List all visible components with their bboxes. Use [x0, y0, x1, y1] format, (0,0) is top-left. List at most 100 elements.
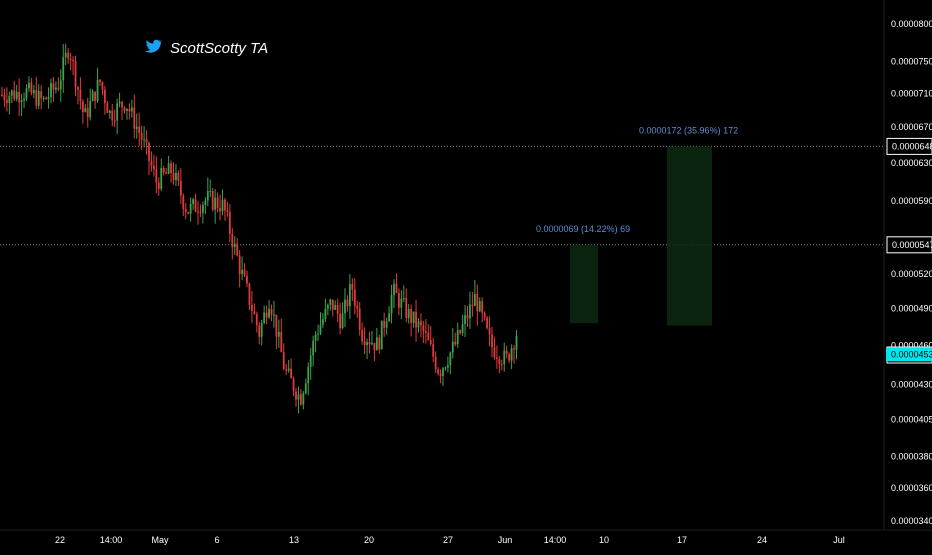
candle-body[interactable] [353, 289, 356, 306]
candle-body[interactable] [317, 333, 319, 335]
candle-body[interactable] [20, 100, 23, 102]
candle-body[interactable] [189, 203, 192, 214]
candle-body[interactable] [349, 284, 351, 307]
candle-body[interactable] [248, 283, 251, 305]
candle-body[interactable] [89, 100, 92, 118]
candle-body[interactable] [344, 299, 346, 314]
candle-body[interactable] [319, 324, 322, 334]
candle-body[interactable] [322, 319, 324, 325]
candle-body[interactable] [47, 97, 50, 100]
candle-body[interactable] [175, 172, 177, 181]
candle-body[interactable] [371, 342, 373, 345]
candle-body[interactable] [1, 94, 3, 96]
candle-body[interactable] [273, 314, 275, 316]
candle-body[interactable] [380, 320, 383, 350]
candle-body[interactable] [481, 301, 484, 313]
candle-body[interactable] [385, 321, 388, 328]
candle-body[interactable] [221, 199, 224, 212]
candle-body[interactable] [251, 304, 253, 312]
candle-body[interactable] [170, 163, 172, 173]
candle-body[interactable] [393, 283, 395, 296]
candle-body[interactable] [37, 90, 40, 106]
candle-body[interactable] [86, 108, 89, 118]
candle-body[interactable] [444, 367, 447, 369]
candle-body[interactable] [280, 331, 283, 353]
candle-body[interactable] [312, 340, 315, 356]
candle-body[interactable] [295, 391, 297, 400]
candle-body[interactable] [18, 91, 21, 102]
candle-body[interactable] [361, 330, 364, 342]
candle-body[interactable] [253, 311, 256, 314]
candle-body[interactable] [8, 95, 11, 103]
candle-body[interactable] [99, 79, 101, 83]
candle-body[interactable] [513, 348, 515, 350]
candle-body[interactable] [199, 212, 202, 214]
candle-body[interactable] [498, 359, 501, 365]
candle-body[interactable] [496, 357, 498, 360]
candle-body[interactable] [153, 165, 155, 170]
candle-body[interactable] [456, 330, 459, 345]
candle-body[interactable] [515, 335, 518, 350]
candle-body[interactable] [167, 163, 170, 174]
candle-body[interactable] [439, 373, 442, 376]
candle-body[interactable] [123, 107, 126, 111]
candle-body[interactable] [59, 80, 62, 90]
candle-body[interactable] [84, 108, 87, 113]
candle-body[interactable] [135, 126, 138, 129]
candle-body[interactable] [368, 342, 371, 345]
candle-body[interactable] [424, 331, 427, 333]
candle-body[interactable] [184, 208, 187, 213]
candles[interactable] [1, 43, 518, 414]
candle-body[interactable] [363, 341, 366, 346]
candle-body[interactable] [126, 108, 128, 111]
candle-body[interactable] [390, 295, 393, 314]
candle-body[interactable] [25, 88, 28, 99]
candle-body[interactable] [437, 369, 439, 374]
candle-body[interactable] [395, 283, 398, 294]
candle-body[interactable] [300, 394, 302, 405]
candle-body[interactable] [121, 101, 123, 108]
candle-body[interactable] [486, 317, 488, 328]
candle-body[interactable] [263, 312, 266, 323]
candle-body[interactable] [91, 91, 94, 101]
candle-body[interactable] [427, 332, 430, 341]
candle-body[interactable] [493, 347, 496, 358]
candle-body[interactable] [292, 378, 295, 392]
price-axis[interactable]: 0.0000800 0.0000750 0.0000710 0.0000670 0.00… [883, 0, 932, 530]
candle-body[interactable] [111, 110, 114, 121]
candle-body[interactable] [297, 394, 300, 400]
candle-body[interactable] [55, 87, 57, 90]
candle-body[interactable] [329, 299, 332, 305]
candle-body[interactable] [6, 99, 8, 103]
candle-body[interactable] [10, 90, 13, 96]
candle-body[interactable] [429, 340, 432, 345]
candle-body[interactable] [307, 366, 310, 384]
candle-body[interactable] [304, 383, 307, 394]
candle-body[interactable] [197, 211, 199, 213]
candle-body[interactable] [148, 142, 150, 161]
candle-body[interactable] [469, 304, 471, 319]
candle-body[interactable] [209, 190, 212, 192]
candle-body[interactable] [236, 243, 239, 256]
candle-body[interactable] [145, 139, 148, 143]
candle-body[interactable] [373, 342, 376, 351]
candle-body[interactable] [69, 58, 72, 61]
candle-body[interactable] [192, 199, 194, 204]
candle-body[interactable] [454, 341, 457, 345]
candle-body[interactable] [285, 369, 288, 371]
candle-body[interactable] [491, 334, 493, 348]
candle-body[interactable] [405, 298, 408, 318]
candle-body[interactable] [233, 243, 236, 248]
candle-body[interactable] [275, 314, 278, 337]
candle-body[interactable] [138, 126, 141, 133]
candle-body[interactable] [290, 368, 292, 379]
candle-body[interactable] [57, 87, 60, 90]
candle-body[interactable] [270, 308, 273, 315]
candle-body[interactable] [216, 197, 219, 208]
candle-body[interactable] [206, 191, 209, 201]
candle-body[interactable] [265, 312, 268, 318]
candle-body[interactable] [81, 100, 84, 113]
candle-body[interactable] [106, 103, 109, 113]
candle-body[interactable] [341, 313, 344, 329]
